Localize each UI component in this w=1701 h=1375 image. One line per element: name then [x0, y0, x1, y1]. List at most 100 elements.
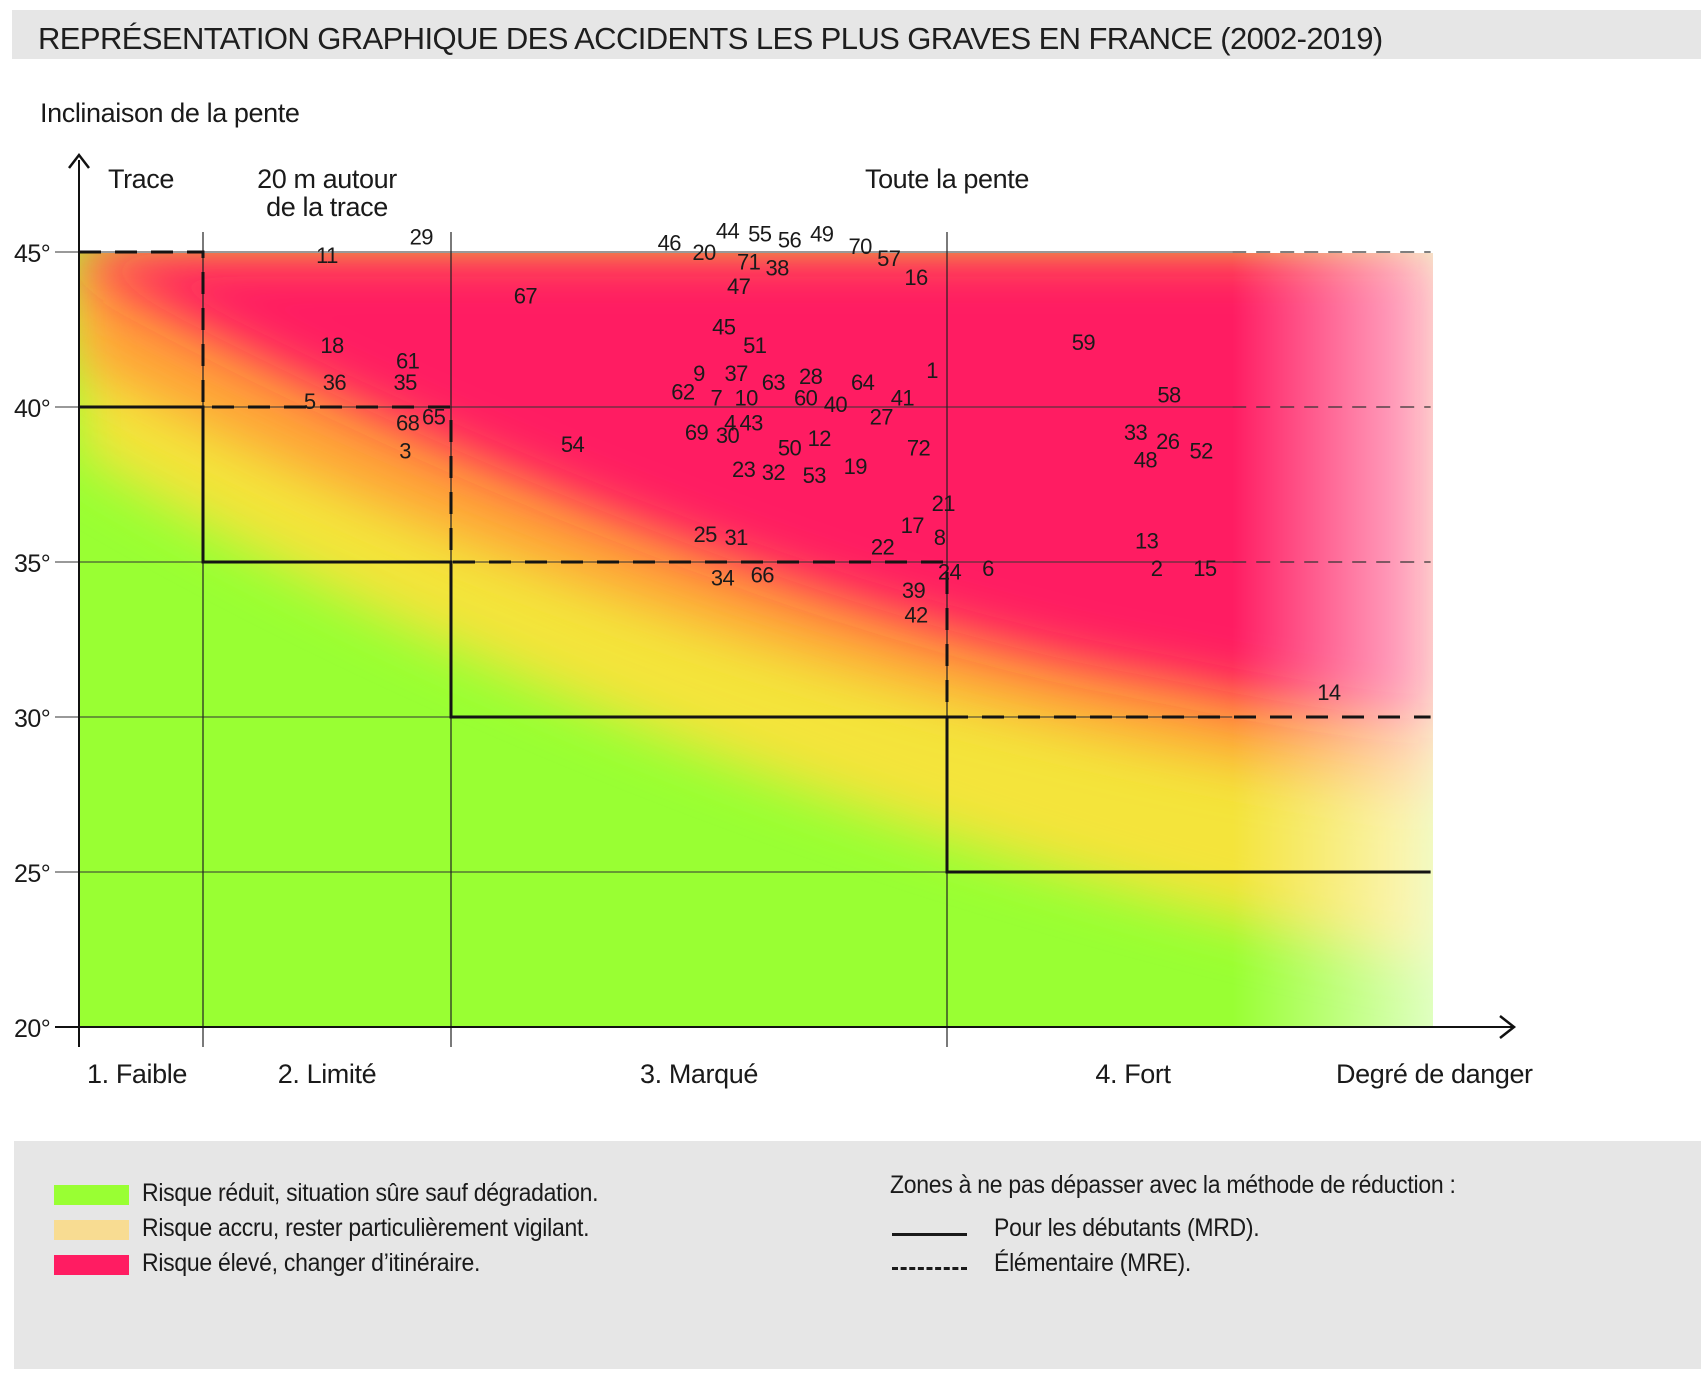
accident-point-20: 20	[692, 240, 716, 265]
legend-swatch-green	[54, 1185, 129, 1205]
accident-point-11: 11	[316, 243, 338, 268]
risk-zones	[79, 253, 1433, 1027]
accident-point-52: 52	[1190, 438, 1214, 463]
accident-point-60: 60	[794, 386, 818, 411]
accident-point-63: 63	[762, 370, 786, 395]
accident-point-39: 39	[902, 578, 926, 603]
accident-point-1: 1	[926, 358, 938, 383]
zone-header-2-line-1: 20 m autour	[257, 164, 397, 194]
legend-label-low-risk: Risque réduit, situation sûre sauf dégra…	[142, 1179, 599, 1207]
x-axis-label: Degré de danger	[1336, 1059, 1533, 1089]
accident-point-71: 71	[737, 249, 761, 274]
accident-point-64: 64	[851, 370, 875, 395]
accident-point-55: 55	[748, 221, 772, 246]
accident-point-6: 6	[982, 556, 994, 581]
accident-point-49: 49	[810, 221, 834, 246]
accident-point-18: 18	[320, 333, 344, 358]
limit-lines	[79, 250, 1431, 874]
accident-point-57: 57	[877, 246, 901, 271]
accident-point-19: 19	[844, 454, 868, 479]
title-bar: REPRÉSENTATION GRAPHIQUE DES ACCIDENTS L…	[12, 10, 1701, 59]
limit-line-dashed	[79, 250, 1431, 719]
accident-point-46: 46	[658, 231, 682, 256]
legend-line-solid	[892, 1233, 967, 1236]
accident-point-28: 28	[799, 364, 823, 389]
zone-red	[79, 253, 1433, 722]
legend-swatch-red	[54, 1255, 129, 1275]
accident-point-34: 34	[711, 566, 735, 591]
accident-point-35: 35	[393, 370, 417, 395]
accident-point-30: 30	[716, 423, 740, 448]
accident-point-42: 42	[904, 603, 928, 628]
accident-point-54: 54	[561, 432, 585, 457]
accident-point-9: 9	[693, 361, 705, 386]
y-tick-40: 40°	[14, 395, 50, 423]
y-tick-35: 35°	[14, 550, 50, 578]
accident-point-72: 72	[907, 435, 931, 460]
accident-point-2: 2	[1151, 556, 1163, 581]
accident-point-21: 21	[932, 491, 956, 516]
accident-point-5: 5	[304, 389, 316, 414]
legend-label-mrd: Pour les débutants (MRD).	[994, 1214, 1260, 1242]
accident-point-31: 31	[725, 525, 749, 550]
y-tick-30: 30°	[14, 705, 50, 733]
accident-point-29: 29	[410, 225, 434, 250]
accident-point-43: 43	[739, 411, 763, 436]
accident-point-25: 25	[694, 522, 718, 547]
chart-area: 20° 25° 30° 35° 40° 45° Inclinaison de la pent…	[14, 98, 1533, 1089]
accident-point-10: 10	[734, 386, 758, 411]
accident-point-53: 53	[803, 463, 827, 488]
accident-point-24: 24	[938, 559, 962, 584]
accident-point-26: 26	[1156, 429, 1180, 454]
accident-point-3: 3	[399, 438, 411, 463]
x-category-2: 2. Limité	[278, 1059, 376, 1089]
x-category-3: 3. Marqué	[640, 1059, 758, 1089]
axes	[55, 152, 1517, 1047]
y-tick-25: 25°	[14, 860, 50, 888]
accident-point-12: 12	[808, 426, 832, 451]
accident-point-69: 69	[685, 420, 709, 445]
accident-point-15: 15	[1193, 556, 1217, 581]
x-axis-arrow	[1499, 1015, 1517, 1039]
accident-point-41: 41	[891, 386, 915, 411]
accident-point-8: 8	[934, 525, 946, 550]
accident-point-16: 16	[904, 265, 928, 290]
accident-point-67: 67	[514, 283, 538, 308]
accident-point-51: 51	[743, 333, 767, 358]
accident-point-7: 7	[711, 386, 723, 411]
y-tick-45: 45°	[14, 240, 50, 268]
accident-point-58: 58	[1157, 383, 1181, 408]
zone-fade	[1232, 253, 1433, 1027]
accident-points: 1234567891011121314151617181920212223242…	[304, 218, 1342, 705]
accident-point-65: 65	[422, 404, 446, 429]
y-axis-label: Inclinaison de la pente	[40, 98, 300, 128]
accident-point-14: 14	[1317, 680, 1341, 705]
accident-point-62: 62	[671, 380, 695, 405]
accident-point-37: 37	[725, 361, 749, 386]
legend: Risque réduit, situation sûre sauf dégra…	[14, 1141, 1701, 1369]
accident-point-23: 23	[732, 457, 756, 482]
accident-point-36: 36	[323, 370, 347, 395]
zone-header-2-line-2: de la trace	[266, 192, 388, 222]
limit-line-solid	[79, 405, 1431, 874]
x-category-4: 4. Fort	[1095, 1059, 1171, 1089]
legend-label-high-risk: Risque élevé, changer d’itinéraire.	[142, 1249, 481, 1277]
x-category-1: 1. Faible	[87, 1059, 187, 1089]
legend-line-dashed	[892, 1267, 967, 1270]
accident-point-66: 66	[751, 562, 775, 587]
accident-point-38: 38	[765, 256, 789, 281]
accident-point-44: 44	[716, 218, 740, 243]
accident-point-40: 40	[824, 392, 848, 417]
legend-label-mre: Élémentaire (MRE).	[994, 1249, 1191, 1277]
legend-heading: Zones à ne pas dépasser avec la méthode …	[890, 1171, 1456, 1199]
accident-point-56: 56	[778, 228, 802, 253]
accident-point-59: 59	[1072, 330, 1096, 355]
accident-point-48: 48	[1134, 448, 1158, 473]
zone-header-3-line-1: Toute la pente	[865, 164, 1029, 194]
legend-swatch-yellow	[54, 1220, 129, 1240]
accident-point-17: 17	[901, 513, 925, 538]
accident-point-27: 27	[870, 404, 894, 429]
axis-labels: 20° 25° 30° 35° 40° 45° Inclinaison de la pent…	[14, 98, 1533, 1089]
accident-point-68: 68	[396, 411, 420, 436]
zone-header-1-line-1: Trace	[108, 164, 174, 194]
